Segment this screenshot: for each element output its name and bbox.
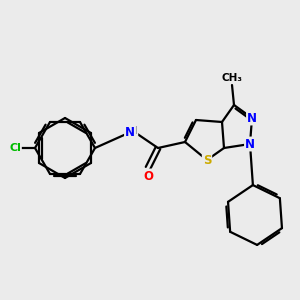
Text: O: O <box>143 169 153 182</box>
Text: Cl: Cl <box>9 143 21 153</box>
Text: CH₃: CH₃ <box>221 73 242 83</box>
Text: N: N <box>247 112 257 124</box>
Text: N: N <box>125 125 135 139</box>
Text: N: N <box>245 137 255 151</box>
Text: H: H <box>129 126 137 136</box>
Text: S: S <box>203 154 211 166</box>
